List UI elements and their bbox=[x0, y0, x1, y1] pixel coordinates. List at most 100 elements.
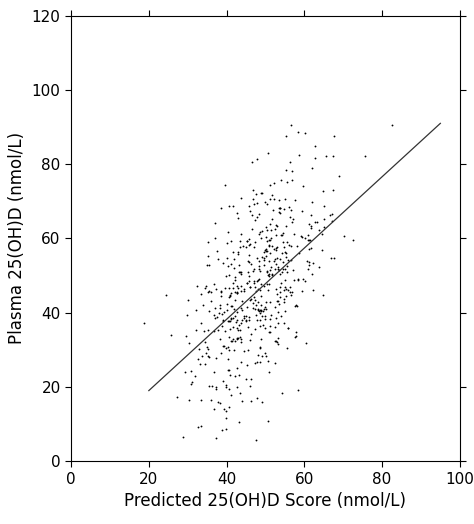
Point bbox=[259, 320, 267, 329]
Point bbox=[182, 368, 189, 376]
Point bbox=[256, 322, 264, 330]
Point bbox=[261, 324, 268, 333]
Point bbox=[272, 221, 280, 229]
Point bbox=[271, 323, 279, 331]
Point bbox=[292, 301, 300, 309]
Point bbox=[266, 220, 273, 228]
Point bbox=[389, 121, 396, 129]
Point bbox=[173, 393, 181, 401]
Point bbox=[328, 210, 336, 219]
Point bbox=[294, 275, 302, 283]
Point bbox=[288, 167, 295, 176]
Point bbox=[307, 244, 315, 253]
Point bbox=[263, 200, 271, 208]
Point bbox=[265, 280, 273, 288]
Point bbox=[237, 337, 245, 346]
Point bbox=[291, 302, 299, 310]
Point bbox=[249, 195, 256, 203]
Point bbox=[266, 236, 273, 245]
Point bbox=[281, 276, 289, 285]
Point bbox=[233, 288, 240, 296]
Point bbox=[330, 132, 338, 140]
Point bbox=[254, 304, 262, 313]
Point bbox=[229, 247, 237, 256]
Point bbox=[340, 232, 347, 241]
Point bbox=[222, 344, 230, 352]
Point bbox=[275, 300, 283, 308]
Point bbox=[274, 265, 282, 274]
Point bbox=[286, 288, 294, 296]
Point bbox=[231, 312, 238, 320]
Point bbox=[300, 275, 307, 283]
Point bbox=[201, 284, 209, 292]
Point bbox=[255, 276, 262, 285]
Point bbox=[255, 256, 263, 265]
Point bbox=[266, 328, 273, 336]
Point bbox=[284, 344, 292, 353]
Point bbox=[271, 358, 278, 367]
Point bbox=[249, 186, 257, 194]
Point bbox=[308, 224, 315, 232]
Point bbox=[256, 305, 264, 314]
Point bbox=[276, 283, 284, 291]
Point bbox=[270, 195, 278, 204]
Point bbox=[252, 436, 260, 444]
Point bbox=[292, 328, 300, 336]
Point bbox=[246, 206, 254, 215]
Point bbox=[254, 199, 261, 208]
Point bbox=[253, 277, 261, 285]
Point bbox=[224, 317, 231, 325]
Point bbox=[257, 300, 265, 309]
Point bbox=[242, 243, 250, 251]
Point bbox=[211, 219, 219, 227]
Point bbox=[162, 291, 170, 299]
Point bbox=[295, 249, 303, 257]
Point bbox=[265, 236, 273, 244]
Point bbox=[245, 313, 253, 322]
Point bbox=[192, 305, 200, 314]
Point bbox=[252, 311, 259, 320]
Point bbox=[264, 286, 272, 294]
Point bbox=[253, 315, 261, 324]
Point bbox=[253, 357, 261, 366]
Point bbox=[252, 215, 259, 224]
Point bbox=[277, 312, 284, 320]
Point bbox=[288, 176, 296, 184]
Point bbox=[213, 247, 220, 256]
Point bbox=[292, 331, 300, 340]
Point bbox=[247, 296, 255, 304]
Point bbox=[291, 333, 299, 342]
Point bbox=[308, 210, 315, 219]
Point bbox=[255, 285, 262, 293]
Point bbox=[266, 315, 274, 324]
Point bbox=[237, 270, 245, 278]
Point bbox=[227, 325, 234, 333]
Point bbox=[264, 237, 271, 245]
Point bbox=[267, 181, 274, 189]
Point bbox=[297, 232, 305, 241]
Point bbox=[260, 260, 268, 269]
Point bbox=[225, 283, 233, 292]
Point bbox=[302, 339, 310, 347]
Point bbox=[237, 268, 244, 276]
Point bbox=[167, 331, 175, 339]
Point bbox=[219, 342, 227, 351]
Point bbox=[210, 280, 218, 288]
Point bbox=[263, 223, 270, 231]
Point bbox=[217, 304, 224, 312]
Point bbox=[225, 333, 232, 342]
Point bbox=[253, 301, 260, 309]
Point bbox=[330, 254, 338, 262]
Point bbox=[220, 308, 228, 316]
Point bbox=[251, 283, 259, 291]
Point bbox=[208, 382, 216, 390]
Point bbox=[234, 214, 242, 223]
Point bbox=[232, 318, 240, 326]
Point bbox=[236, 243, 244, 251]
Point bbox=[246, 283, 254, 292]
Point bbox=[228, 236, 235, 245]
Point bbox=[219, 377, 227, 385]
Point bbox=[223, 239, 231, 247]
Point bbox=[233, 364, 241, 373]
Point bbox=[281, 307, 289, 315]
